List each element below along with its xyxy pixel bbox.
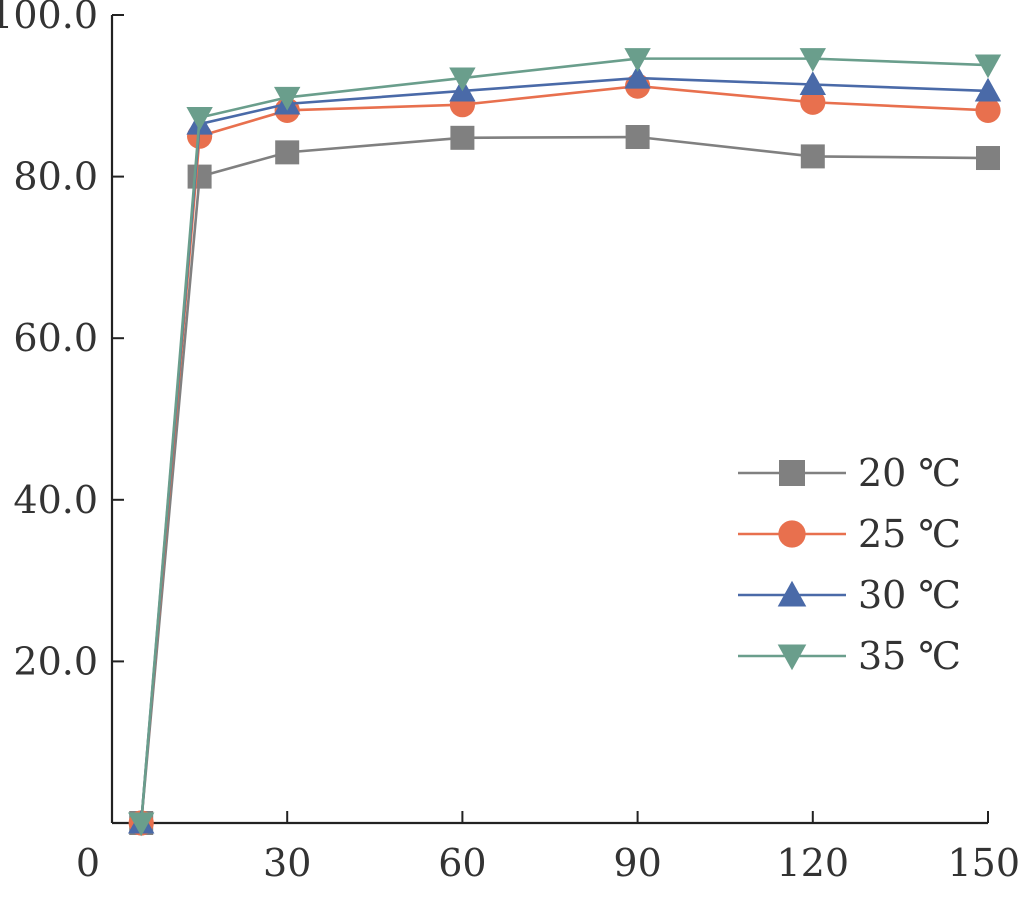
legend-item: 35 ℃ (738, 634, 961, 678)
series-line (139, 57, 989, 824)
data-point (624, 64, 651, 89)
y-tick-label: 60.0 (13, 316, 98, 360)
legend-marker (777, 580, 807, 607)
y-tick-label: 20.0 (13, 639, 98, 683)
series-layer (128, 48, 1002, 837)
x-tick-label: 90 (613, 841, 661, 885)
legend-item: 25 ℃ (738, 512, 961, 556)
data-point (186, 107, 213, 131)
data-point (799, 71, 826, 96)
data-point (449, 67, 476, 92)
data-point (450, 125, 475, 150)
x-tick-label: 60 (438, 841, 486, 885)
legend-label: 20 ℃ (858, 451, 961, 495)
series-4 (128, 48, 1002, 837)
series-1 (129, 125, 1000, 835)
data-point (800, 89, 826, 115)
legend-label: 25 ℃ (858, 512, 961, 556)
legend-item: 30 ℃ (738, 573, 961, 617)
series-3 (128, 64, 1002, 834)
data-point (975, 97, 1001, 123)
y-tick-label: 80.0 (13, 155, 98, 199)
x-tick-label: 120 (777, 841, 850, 885)
y-ticks: 20.0 40.0 60.0 80.0 100.0 (0, 0, 124, 683)
y-tick-label: 100.0 (0, 0, 98, 37)
y-tick-label: 40.0 (13, 478, 98, 522)
legend-marker (779, 460, 805, 486)
legend-marker (777, 644, 807, 671)
data-point (274, 86, 301, 111)
legend-label: 35 ℃ (858, 634, 961, 678)
data-point (976, 146, 1000, 171)
legend-marker (778, 520, 806, 548)
legend-label: 30 ℃ (858, 573, 961, 617)
data-point (275, 140, 300, 165)
x-tick-label: 30 (263, 841, 311, 885)
data-point (974, 54, 1002, 79)
x-ticks: 0 30 60 90 120 150 (76, 811, 1020, 885)
data-point (187, 164, 212, 189)
data-point (624, 48, 651, 72)
data-point (799, 48, 826, 72)
data-point (800, 144, 825, 169)
x-tick-label: 150 (947, 841, 1020, 885)
data-point (974, 77, 1002, 102)
data-point (128, 812, 155, 837)
legend-item: 20 ℃ (738, 451, 961, 495)
legend: 20 ℃ 25 ℃ 30 ℃ 35 ℃ (738, 451, 961, 678)
x-tick-label: 0 (76, 841, 100, 885)
data-point (625, 125, 650, 150)
